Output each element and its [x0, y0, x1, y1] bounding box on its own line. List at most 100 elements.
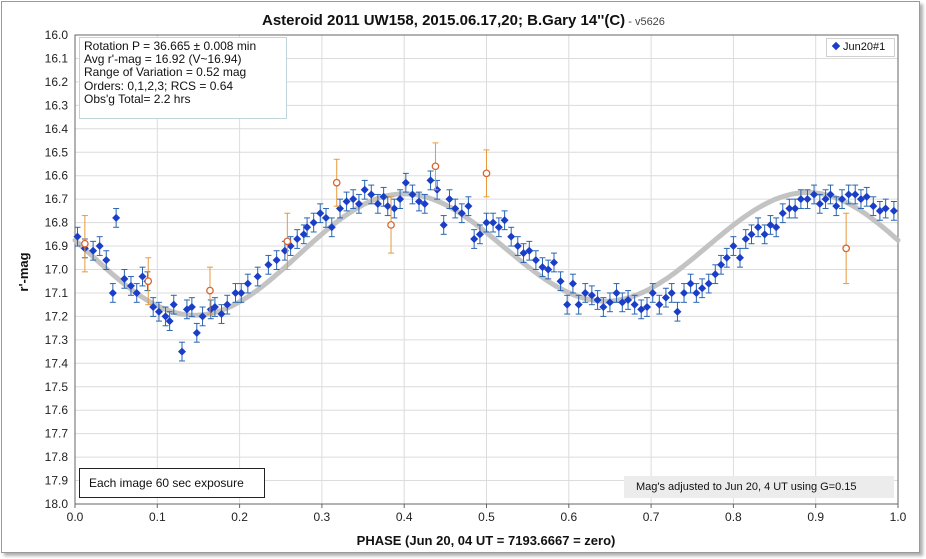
legend: Jun20#1	[826, 38, 895, 57]
diamond-marker	[415, 197, 424, 206]
data-point	[494, 217, 503, 238]
data-point	[525, 240, 534, 261]
legend-diamond-icon	[831, 41, 841, 51]
stat-observing-total: Obs'g Total= 2.2 hrs	[84, 91, 191, 106]
rejected-point	[431, 142, 440, 191]
y-tick-label: 16.4	[45, 122, 69, 136]
circle-marker	[332, 178, 341, 187]
data-point	[661, 287, 670, 308]
data-point	[766, 215, 775, 235]
stat-rotation-period: Rotation P = 36.665 ± 0.008 min	[84, 39, 257, 53]
y-tick-label: 17.6	[45, 403, 69, 417]
diamond-marker	[605, 298, 614, 307]
y-tick-label: 16.6	[45, 169, 69, 183]
diamond-marker	[475, 230, 484, 239]
data-point	[815, 193, 824, 214]
diamond-marker	[655, 300, 664, 309]
x-tick-label: 0.1	[149, 510, 166, 524]
data-point	[844, 184, 853, 205]
data-point	[563, 294, 572, 315]
diamond-marker	[587, 291, 596, 300]
diamond-marker	[367, 190, 376, 199]
data-point	[108, 283, 117, 303]
circle-marker	[283, 237, 292, 246]
stat-range: Range of Variation = 0.52 mag	[84, 65, 247, 80]
diamond-marker	[618, 298, 627, 307]
data-point	[126, 276, 135, 296]
diamond-marker	[785, 204, 794, 213]
data-point	[177, 341, 186, 362]
adjustment-note: Mag's adjusted to Jun 20, 4 UT using G=0…	[624, 476, 894, 498]
data-point	[316, 203, 325, 224]
data-point	[667, 283, 676, 303]
data-point	[869, 196, 878, 217]
fit-curve	[72, 189, 901, 318]
x-tick-label: 0.5	[478, 510, 495, 524]
diamond-marker	[735, 253, 744, 262]
diamond-marker	[73, 232, 82, 241]
diamond-marker	[327, 223, 336, 232]
data-point	[112, 208, 121, 228]
x-tick-label: 0.9	[807, 510, 824, 524]
y-tick-label: 16.2	[45, 75, 69, 89]
data-point	[231, 283, 240, 303]
data-point	[544, 259, 553, 280]
diamond-marker	[568, 279, 577, 288]
diamond-marker	[198, 312, 207, 321]
diamond-marker	[169, 300, 178, 309]
x-tick-label: 0.7	[643, 510, 660, 524]
data-point	[360, 179, 369, 200]
data-point	[832, 196, 841, 217]
diamond-marker	[161, 312, 170, 321]
data-point	[581, 283, 590, 303]
data-point	[568, 273, 577, 294]
diamond-marker	[187, 303, 196, 312]
data-point	[717, 254, 726, 275]
y-tick-label: 16.5	[45, 145, 69, 159]
diamond-marker	[722, 253, 731, 262]
y-tick-label: 17.2	[45, 309, 69, 323]
data-point	[692, 283, 701, 303]
y-tick-label: 17.0	[45, 263, 69, 277]
data-point	[642, 297, 651, 317]
diamond-marker	[373, 199, 382, 208]
diamond-marker	[451, 204, 460, 213]
data-point	[89, 240, 98, 261]
diamond-marker	[192, 328, 201, 337]
data-point	[851, 184, 860, 205]
data-point	[838, 189, 847, 210]
diamond-marker	[747, 230, 756, 239]
data-point	[475, 224, 484, 245]
diamond-marker	[772, 223, 781, 232]
diamond-marker	[95, 242, 104, 251]
diamond-marker	[826, 190, 835, 199]
data-point	[464, 196, 473, 217]
data-point	[803, 189, 812, 210]
diamond-marker	[563, 300, 572, 309]
diamond-marker	[120, 274, 129, 283]
diamond-marker	[766, 220, 775, 229]
data-point	[354, 193, 363, 214]
diamond-marker	[177, 347, 186, 356]
diamond-marker	[642, 303, 651, 312]
diamond-marker	[637, 305, 646, 314]
y-tick-label: 16.8	[45, 216, 69, 230]
data-point	[791, 198, 800, 219]
data-point	[309, 212, 318, 233]
diamond-marker	[875, 206, 884, 215]
diamond-marker	[457, 209, 466, 218]
diamond-marker	[165, 317, 174, 326]
data-point	[686, 273, 695, 294]
diamond-marker	[796, 195, 805, 204]
diamond-marker	[832, 202, 841, 211]
data-point	[500, 210, 509, 231]
chart-title-version: - v5626	[625, 16, 665, 28]
diamond-marker	[851, 190, 860, 199]
data-point	[673, 301, 682, 322]
stat-orders: Orders: 0,1,2,3; RCS = 0.64	[84, 78, 234, 93]
diamond-marker	[881, 204, 890, 213]
diamond-marker	[531, 256, 540, 265]
data-point	[132, 283, 141, 303]
data-point	[772, 217, 781, 238]
